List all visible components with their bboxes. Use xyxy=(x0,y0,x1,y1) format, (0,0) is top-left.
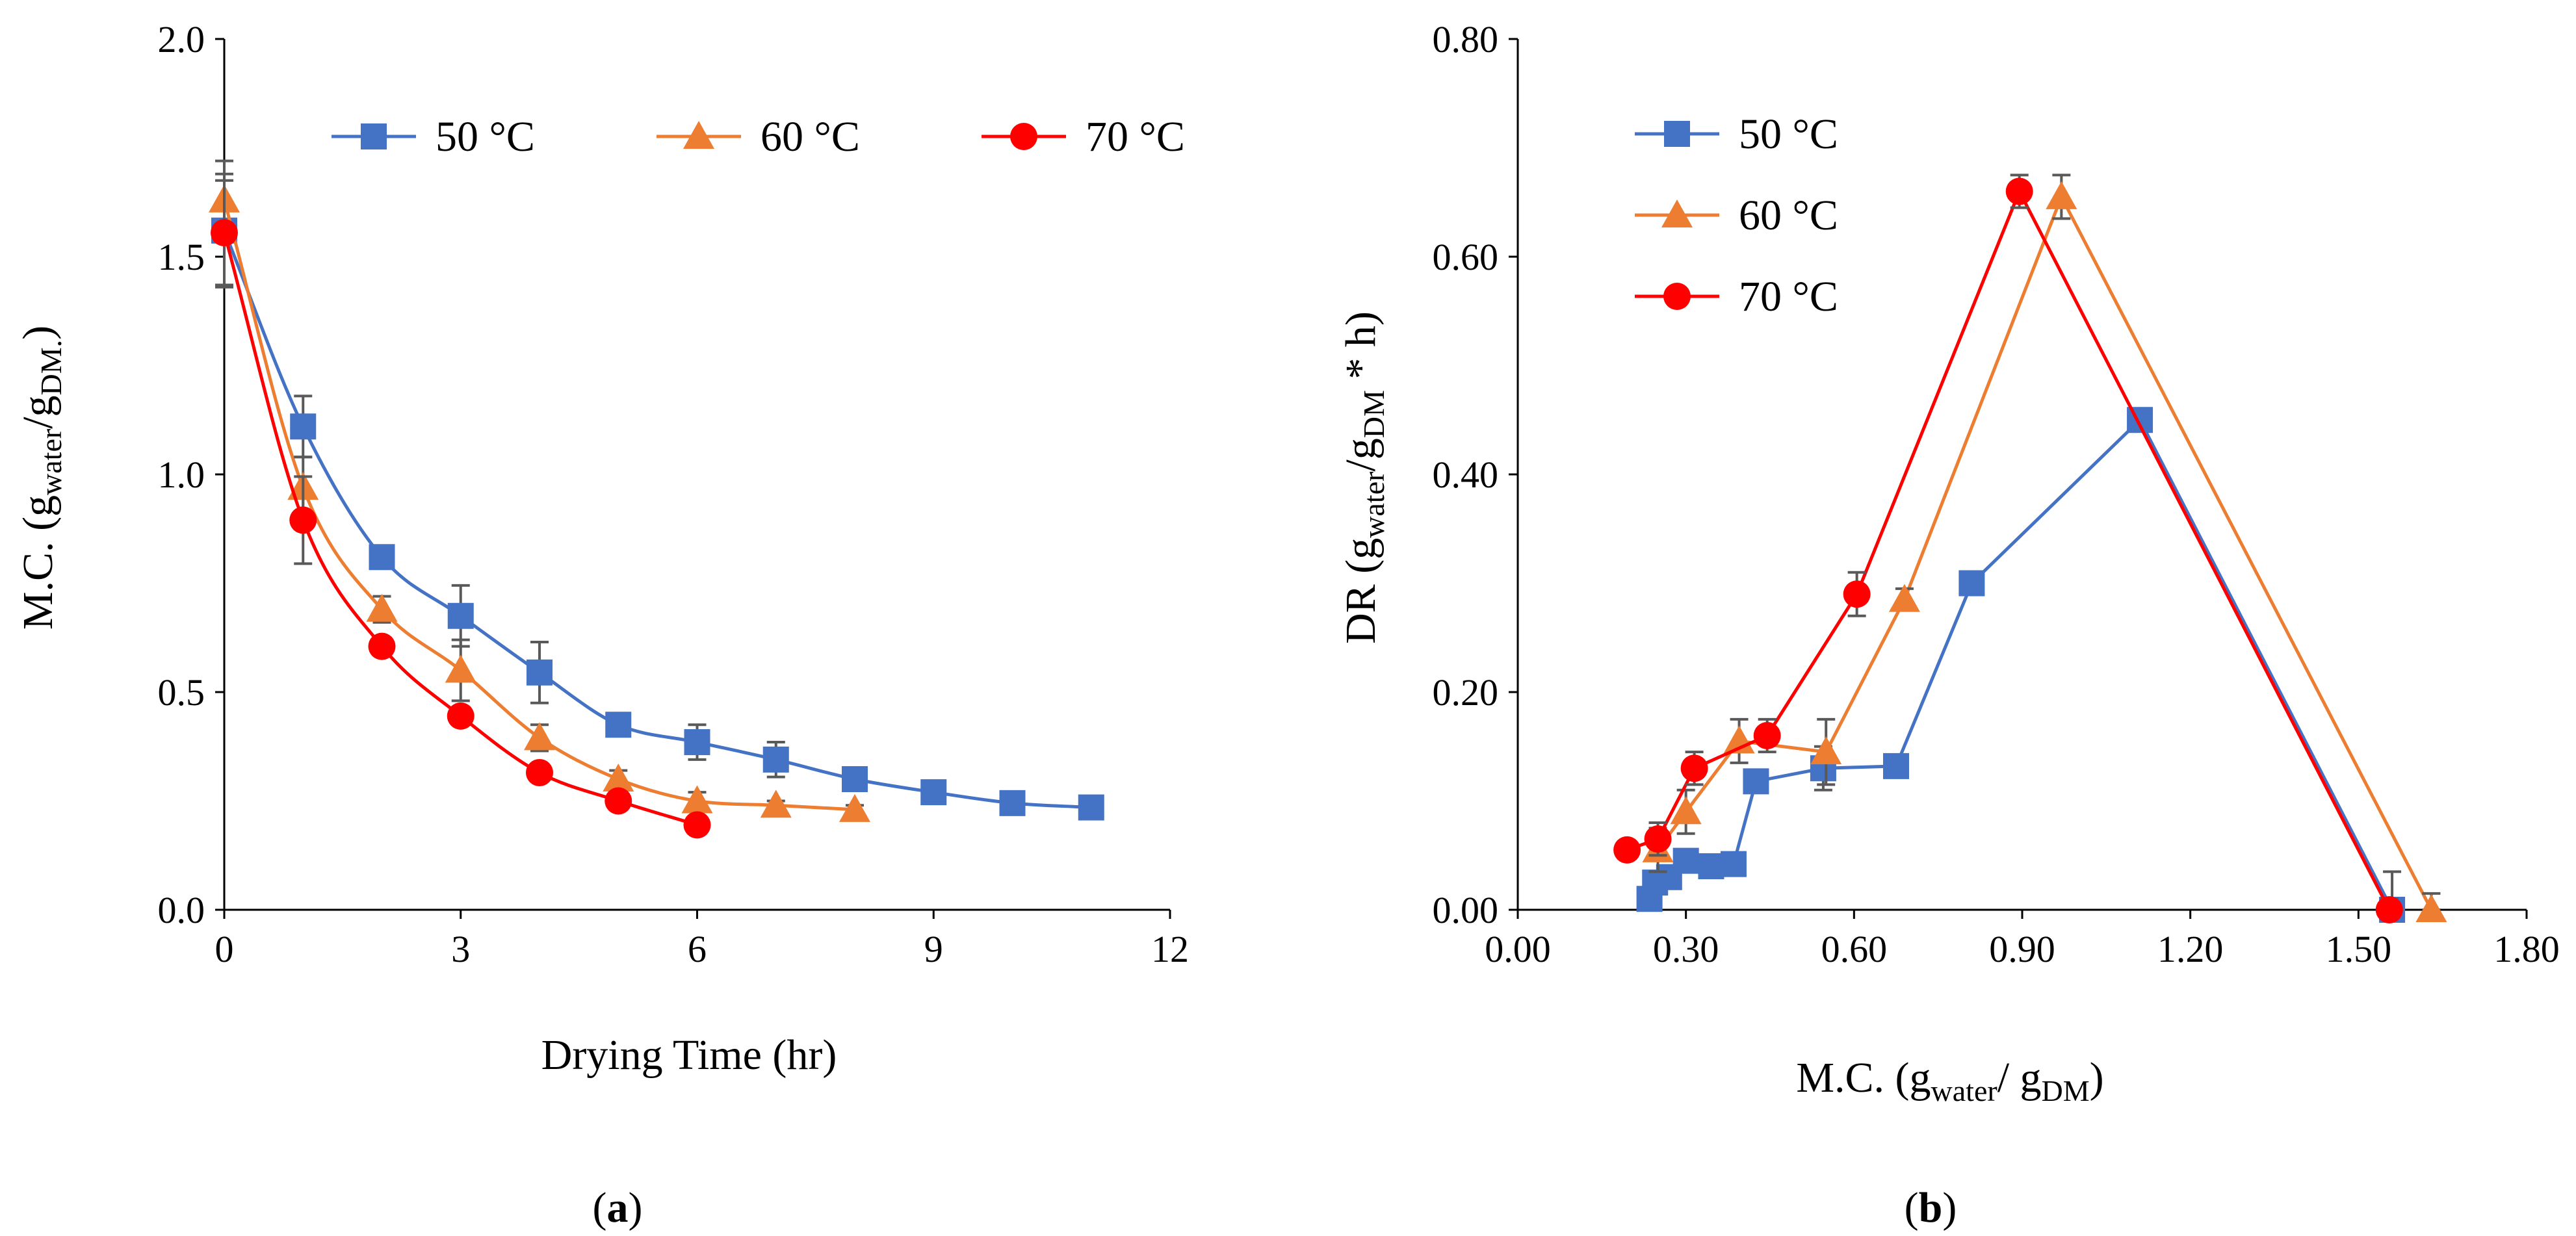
chart-b-xlabel: M.C. (gwater/ gDM) xyxy=(1796,1054,2103,1107)
chart-b-series-70 xyxy=(1613,174,2403,923)
chart-a-point-50 xyxy=(920,779,947,806)
chart-a-line-50 xyxy=(222,229,1091,810)
chart-a-point-60 xyxy=(681,785,713,814)
chart-b-point-70 xyxy=(2005,177,2033,205)
chart-a-y-tick-label: 0.0 xyxy=(158,889,205,931)
chart-b-line-50 xyxy=(1648,417,2394,911)
chart-b-point-60 xyxy=(2415,894,2447,922)
chart-a-legend-label-70: 70 °C xyxy=(1086,113,1185,161)
chart-b-legend-marker-50 xyxy=(1664,121,1690,147)
chart-a-legend-label-60: 60 °C xyxy=(761,113,860,161)
chart-a-series-70 xyxy=(211,179,711,839)
chart-a-point-50 xyxy=(999,790,1026,816)
chart-b-point-50 xyxy=(1720,851,1747,877)
chart-a-line-60 xyxy=(222,200,855,812)
chart-b-legend-label-70: 70 °C xyxy=(1739,273,1838,320)
chart-a-x-tick-label: 6 xyxy=(688,928,707,970)
chart-b-point-70 xyxy=(1613,836,1641,864)
chart-b-legend-marker-70 xyxy=(1663,283,1691,310)
chart-b-y-tick-label: 0.60 xyxy=(1433,236,1499,278)
chart-a-series-60 xyxy=(209,159,870,822)
chart-a-y-tick-label: 1.0 xyxy=(158,454,205,496)
chart-b-x-tick-label: 0.00 xyxy=(1485,928,1551,970)
chart-a-point-50 xyxy=(527,659,553,686)
chart-b-panel-label: (b) xyxy=(1905,1184,1957,1231)
chart-a-legend-marker-50 xyxy=(361,123,387,149)
chart-a-y-tick-label: 1.5 xyxy=(158,236,205,278)
chart-a-series-50 xyxy=(211,172,1104,821)
chart-a-point-50 xyxy=(762,746,789,773)
chart-a-point-70 xyxy=(447,702,475,730)
chart-a-point-50 xyxy=(605,712,632,738)
chart-a-point-70 xyxy=(526,758,553,786)
chart-a-point-70 xyxy=(683,811,711,839)
chart-a-point-70 xyxy=(368,632,396,660)
chart-a-x-tick-label: 3 xyxy=(451,928,470,970)
chart-a-point-50 xyxy=(1078,794,1104,821)
chart-a-point-60 xyxy=(839,793,870,822)
chart-b-y-tick-label: 0.80 xyxy=(1433,18,1499,60)
chart-a-point-50 xyxy=(447,602,474,629)
chart-b-point-60 xyxy=(1670,796,1702,825)
chart-b-x-tick-label: 1.80 xyxy=(2493,928,2560,970)
chart-a-point-50 xyxy=(369,544,395,571)
chart-a-panel-label: (a) xyxy=(593,1184,643,1231)
chart-b-point-60 xyxy=(1810,736,1842,765)
chart-a-point-50 xyxy=(290,413,317,440)
chart-b-x-tick-label: 0.60 xyxy=(1821,928,1888,970)
chart-b-point-70 xyxy=(1680,754,1708,782)
chart-b-legend-label-50: 50 °C xyxy=(1739,110,1838,158)
chart-a-point-60 xyxy=(445,654,476,683)
chart-a-y-tick-label: 2.0 xyxy=(158,18,205,60)
chart-b-point-50 xyxy=(1698,853,1724,879)
chart-a-x-tick-label: 9 xyxy=(924,928,943,970)
chart-b-point-70 xyxy=(2375,896,2403,923)
chart-a-legend-marker-60 xyxy=(683,121,714,149)
chart-a-ylabel: M.C. (gwater/gDM.) xyxy=(14,326,68,630)
chart-b-point-50 xyxy=(1958,570,1985,597)
chart-b-point-60 xyxy=(1888,584,1920,612)
chart-a-legend-marker-70 xyxy=(1010,123,1037,150)
chart-a-point-60 xyxy=(760,790,792,818)
chart-a-point-70 xyxy=(289,506,317,534)
chart-b-point-70 xyxy=(1644,825,1672,853)
chart-b-x-tick-label: 1.20 xyxy=(2157,928,2224,970)
chart-b-legend-label-60: 60 °C xyxy=(1739,192,1838,239)
chart-a-legend: 50 °C 60 °C 70 °C xyxy=(332,113,1185,161)
chart-b-series-50 xyxy=(1636,407,2406,923)
chart-a-point-60 xyxy=(524,722,555,751)
chart-a-legend-label-50: 50 °C xyxy=(436,113,535,161)
chart-a-point-60 xyxy=(366,593,398,622)
chart-a-point-70 xyxy=(211,219,238,247)
chart-a-point-60 xyxy=(603,764,634,792)
chart-b-x-tick-label: 0.30 xyxy=(1653,928,1719,970)
chart-b-ylabel: DR (gwater/gDM * h) xyxy=(1337,311,1390,644)
chart-b-legend-marker-60 xyxy=(1661,200,1693,227)
chart-b-x-tick-label: 1.50 xyxy=(2326,928,2392,970)
chart-b-point-60 xyxy=(2046,181,2077,209)
chart-a-drying-curve: M.C. (gwater/gDM.) Drying Time (hr) (a) … xyxy=(14,18,1189,1231)
chart-b-y-tick-label: 0.20 xyxy=(1433,671,1499,714)
chart-b-y-tick-label: 0.40 xyxy=(1433,454,1499,496)
chart-a-x-tick-label: 0 xyxy=(215,928,234,970)
chart-a-point-50 xyxy=(842,766,868,792)
chart-b-point-50 xyxy=(1672,847,1699,874)
chart-b-x-tick-label: 0.90 xyxy=(1989,928,2055,970)
chart-b-point-50 xyxy=(1743,768,1769,795)
chart-a-y-tick-label: 0.5 xyxy=(158,671,205,714)
chart-a-xlabel: Drying Time (hr) xyxy=(541,1031,837,1079)
chart-a-point-50 xyxy=(684,729,710,756)
chart-b-y-tick-label: 0.00 xyxy=(1433,889,1499,931)
chart-b-point-50 xyxy=(1883,753,1909,779)
chart-b-legend: 50 °C 60 °C 70 °C xyxy=(1635,110,1838,320)
chart-b-point-70 xyxy=(1753,722,1781,749)
chart-a-point-70 xyxy=(605,787,632,815)
chart-b-drying-rate: DR (gwater/gDM * h) M.C. (gwater/ gDM) (… xyxy=(1337,18,2560,1231)
chart-a-x-tick-label: 12 xyxy=(1151,928,1189,970)
chart-b-point-70 xyxy=(1843,580,1871,608)
